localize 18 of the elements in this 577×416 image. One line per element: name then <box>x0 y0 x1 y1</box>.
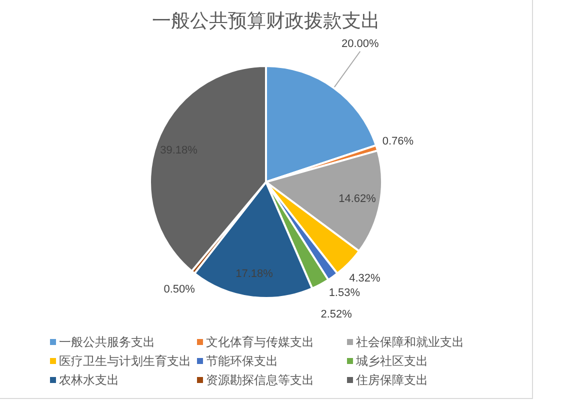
legend-label: 节能环保支出 <box>206 353 278 369</box>
data-label: 2.52% <box>320 308 352 321</box>
data-label: 0.50% <box>164 283 196 296</box>
legend-label: 社会保障和就业支出 <box>356 334 464 350</box>
legend-label: 住房保障支出 <box>356 372 428 388</box>
legend-label: 资源勘探信息等支出 <box>206 372 314 388</box>
data-label: 0.76% <box>382 136 414 148</box>
chart-title: 一般公共预算财政拨款支出 <box>152 11 380 33</box>
data-label: 20.00% <box>341 38 380 50</box>
legend-label: 农林水支出 <box>59 372 119 388</box>
data-label: 4.32% <box>349 272 381 284</box>
data-label: 14.62% <box>338 192 376 205</box>
legend-label: 一般公共服务支出 <box>59 334 155 350</box>
legend-label: 医疗卫生与计划生育支出 <box>59 353 191 369</box>
data-label: 1.53% <box>328 287 360 300</box>
legend-label: 城乡社区支出 <box>356 353 428 369</box>
legend-label: 文化体育与传媒支出 <box>206 334 314 350</box>
data-label: 17.18% <box>236 268 274 280</box>
